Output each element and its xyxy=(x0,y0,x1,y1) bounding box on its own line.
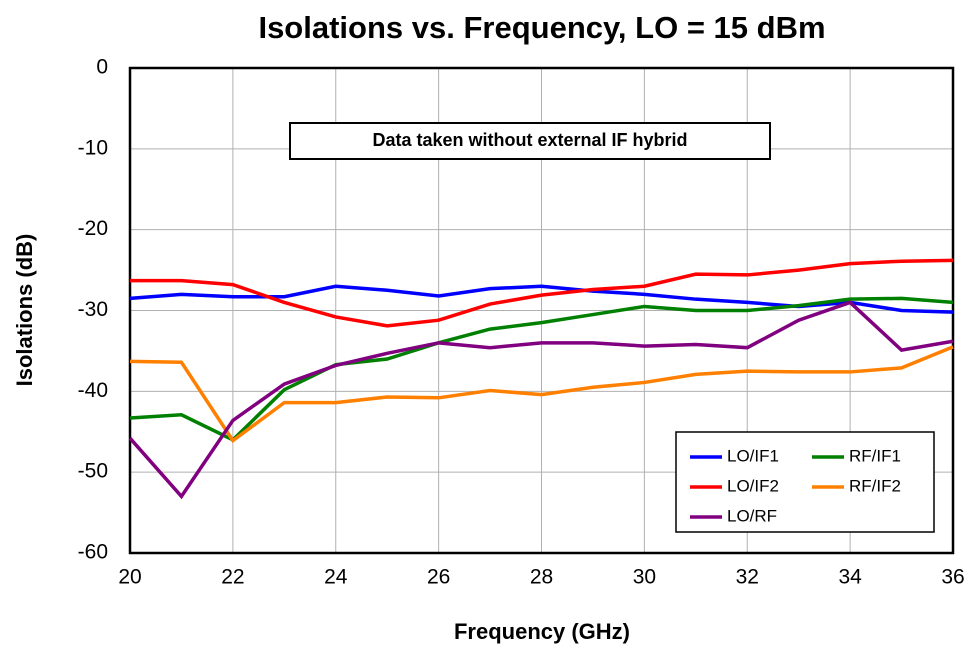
y-tick-label: -60 xyxy=(78,541,108,564)
legend-label: LO/IF1 xyxy=(727,446,779,465)
y-tick-label: -30 xyxy=(78,298,108,321)
x-tick-label: 20 xyxy=(118,566,141,589)
annotation-box xyxy=(289,122,771,160)
x-tick-label: 24 xyxy=(324,566,348,589)
y-tick-label: 0 xyxy=(96,56,108,79)
legend-label: RF/IF2 xyxy=(849,476,901,495)
series-line xyxy=(129,296,954,442)
x-tick-label: 34 xyxy=(838,566,862,589)
x-tick-label: 22 xyxy=(221,566,244,589)
series-line xyxy=(130,258,954,328)
legend-label: LO/RF xyxy=(727,506,777,525)
chart-title: Isolations vs. Frequency, LO = 15 dBm xyxy=(258,10,825,45)
y-tick-label: -20 xyxy=(78,217,108,240)
x-tick-label: 28 xyxy=(530,566,553,589)
y-axis-label: Isolations (dB) xyxy=(12,234,37,387)
series-line xyxy=(128,300,954,500)
legend-label: LO/IF2 xyxy=(727,476,779,495)
y-tick-label: -40 xyxy=(78,379,108,402)
series-line xyxy=(129,345,954,444)
legend-label: RF/IF1 xyxy=(849,446,901,465)
x-tick-label: 32 xyxy=(736,566,759,589)
annotation: Data taken without external IF hybrid xyxy=(372,130,687,150)
y-tick-label: -50 xyxy=(78,460,108,483)
y-tick-label: -10 xyxy=(78,136,108,159)
x-tick-label: 36 xyxy=(941,566,964,589)
x-axis-label: Frequency (GHz) xyxy=(454,619,630,644)
x-tick-label: 30 xyxy=(633,566,656,589)
x-tick-label: 26 xyxy=(427,566,450,589)
